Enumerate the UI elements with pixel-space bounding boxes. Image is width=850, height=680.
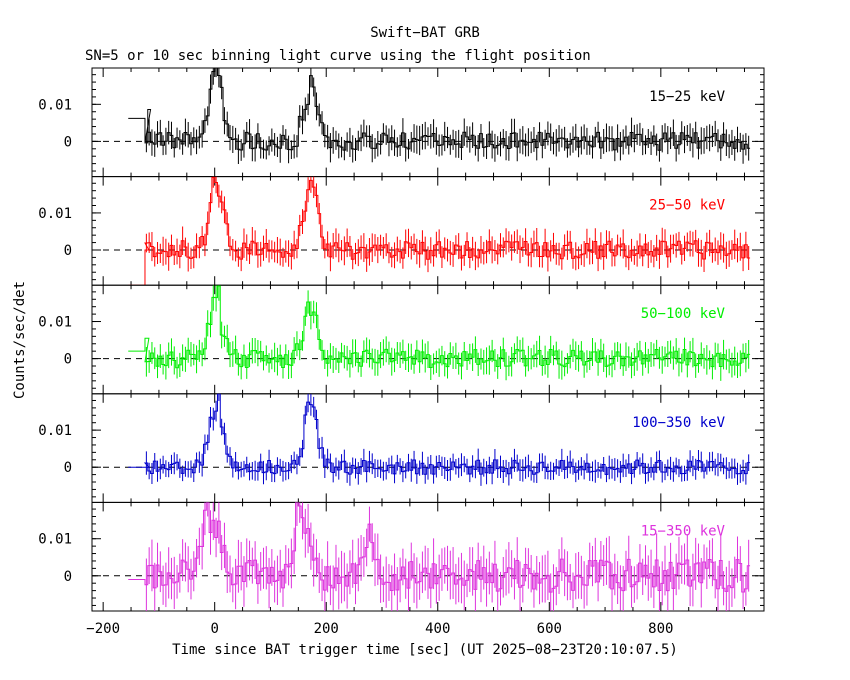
panel-5: 0 0.01 15−350 keV <box>38 501 765 612</box>
band-label: 100−350 keV <box>632 415 725 431</box>
panels-group: 0 0.01 15−25 keV 0 0.01 25−50 keV 0 0.01 50−100 … <box>38 67 765 612</box>
series-line <box>128 68 751 151</box>
y-axis-label: Counts/sec/det <box>12 281 28 399</box>
x-axis-label: Time since BAT trigger time [sec] (UT 20… <box>172 642 678 658</box>
series-group <box>128 176 751 286</box>
y-tick-label: 0.01 <box>38 206 72 222</box>
chart-title: Swift−BAT GRB <box>370 25 480 41</box>
panel-3: 0 0.01 50−100 keV <box>38 284 765 395</box>
band-label: 25−50 keV <box>649 198 725 214</box>
panel-frame <box>91 501 765 612</box>
x-tick-label: 400 <box>425 621 450 637</box>
series-group <box>128 393 751 486</box>
band-label: 15−350 keV <box>641 523 726 539</box>
panel-4: 0 0.01 100−350 keV <box>38 393 765 503</box>
y-tick-label: 0.01 <box>38 423 72 439</box>
panel-frame <box>91 393 765 503</box>
panel-frame <box>91 284 765 395</box>
x-tick-label: 200 <box>314 621 339 637</box>
band-label: 15−25 keV <box>649 89 725 105</box>
y-tick-label: 0 <box>64 569 72 585</box>
x-tick-label: −200 <box>86 621 120 637</box>
series-group <box>128 285 751 381</box>
x-tick-labels: −200 0 200 400 600 800 <box>86 621 673 637</box>
panel-2: 0 0.01 25−50 keV <box>38 176 765 286</box>
series-group <box>128 502 751 611</box>
y-tick-label: 0.01 <box>38 315 72 331</box>
y-tick-label: 0.01 <box>38 97 72 113</box>
y-tick-label: 0 <box>64 352 72 368</box>
y-tick-label: 0.01 <box>38 532 72 548</box>
x-tick-label: 800 <box>648 621 673 637</box>
y-tick-label: 0 <box>64 243 72 259</box>
panel-1: 0 0.01 15−25 keV <box>38 67 765 178</box>
x-tick-label: 0 <box>210 621 218 637</box>
y-tick-label: 0 <box>64 460 72 476</box>
band-label: 50−100 keV <box>641 306 726 322</box>
panel-frame <box>91 67 765 178</box>
chart-subtitle: SN=5 or 10 sec binning light curve using… <box>85 48 591 64</box>
series-group <box>128 68 751 165</box>
x-tick-label: 600 <box>537 621 562 637</box>
y-tick-label: 0 <box>64 134 72 150</box>
